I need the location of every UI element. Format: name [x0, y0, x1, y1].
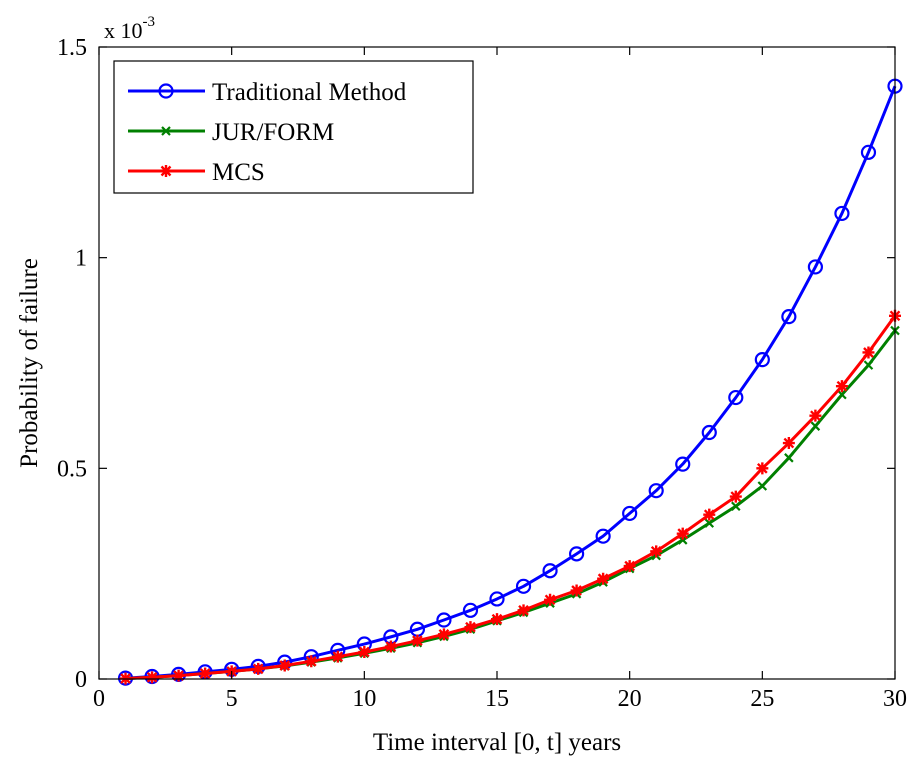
data-point-mcs-18 — [570, 584, 583, 597]
legend-label-mcs: MCS — [212, 159, 265, 186]
data-point-mcs-14 — [464, 621, 477, 634]
tick-layer: 0 5 10 15 20 25 30 0 0.5 1 1.5 — [57, 35, 907, 712]
data-point-traditional-method-29 — [860, 144, 877, 160]
data-point-traditional-method-26 — [781, 309, 797, 325]
data-point-traditional-method-18 — [568, 546, 585, 562]
x-tick-label-5: 5 — [226, 686, 238, 712]
y-tick-label-1: 1 — [75, 246, 87, 272]
data-point-jur-form-24 — [731, 501, 741, 512]
data-point-mcs-21 — [650, 545, 663, 558]
y-axis-label: Probability of failure — [16, 258, 43, 468]
data-point-mcs-28 — [835, 380, 848, 393]
data-point-mcs-25 — [756, 462, 769, 475]
data-point-mcs-23 — [703, 508, 716, 521]
data-point-mcs-2 — [146, 671, 159, 684]
data-point-mcs-8 — [305, 655, 318, 668]
data-point-jur-form-29 — [863, 360, 874, 370]
legend-marker-traditional-method — [158, 83, 174, 99]
y-tick-label-0.5: 0.5 — [57, 456, 87, 482]
data-point-mcs-11 — [384, 640, 397, 653]
data-point-traditional-method-28 — [834, 205, 850, 222]
data-point-mcs-15 — [491, 613, 503, 626]
data-point-mcs-29 — [862, 346, 875, 359]
legend-marker-jur-form — [161, 126, 171, 136]
y-tick-label-0: 0 — [75, 667, 87, 693]
y-multiplier-base: x 10 — [104, 18, 143, 43]
series-mcs — [119, 309, 901, 685]
x-tick-label-10: 10 — [352, 686, 376, 712]
legend-label-jur-form: JUR/FORM — [212, 119, 334, 146]
data-point-traditional-method-14 — [462, 602, 479, 618]
y-tick-label-1.5: 1.5 — [57, 35, 87, 61]
data-point-traditional-method-17 — [542, 563, 558, 579]
data-point-jur-form-28 — [837, 389, 847, 400]
data-point-traditional-method-24 — [728, 389, 744, 406]
data-point-mcs-4 — [199, 667, 212, 680]
data-point-jur-form-23 — [704, 518, 715, 528]
data-point-traditional-method-13 — [436, 612, 452, 628]
x-axis-label: Time interval [0, t] years — [373, 729, 621, 756]
data-point-jur-form-27 — [810, 421, 821, 431]
legend-entry-jur-form: JUR/FORM — [128, 119, 334, 146]
x-tick-label-20: 20 — [618, 686, 642, 712]
x-tick-label-0: 0 — [93, 686, 105, 712]
legend-entry-traditional-method: Traditional Method — [128, 79, 407, 106]
data-point-traditional-method-25 — [754, 352, 770, 368]
x-tick-label-30: 30 — [883, 686, 907, 712]
data-point-mcs-9 — [331, 650, 344, 663]
data-point-traditional-method-19 — [595, 528, 611, 544]
series-traditional-method — [117, 78, 903, 686]
data-point-traditional-method-22 — [675, 456, 691, 472]
data-point-traditional-method-21 — [648, 483, 664, 499]
legend-label-traditional-method: Traditional Method — [212, 79, 407, 106]
data-point-traditional-method-23 — [701, 424, 717, 441]
data-point-mcs-16 — [517, 604, 530, 617]
data-point-traditional-method-15 — [489, 591, 505, 607]
data-point-traditional-method-27 — [807, 259, 824, 275]
data-point-mcs-20 — [623, 560, 636, 573]
data-point-mcs-6 — [252, 662, 265, 675]
data-point-traditional-method-20 — [622, 505, 638, 522]
data-point-mcs-12 — [411, 634, 424, 647]
data-point-mcs-10 — [358, 646, 371, 659]
legend-entries: Traditional Method JUR/FORM MCS — [128, 79, 407, 186]
data-point-mcs-13 — [437, 628, 450, 641]
data-point-jur-form-25 — [757, 481, 768, 491]
legend-entry-mcs: MCS — [128, 159, 265, 186]
y-multiplier-exponent: -3 — [143, 14, 156, 30]
series-layer — [117, 78, 903, 686]
y-multiplier-label: x 10-3 — [104, 14, 155, 43]
data-point-traditional-method-16 — [515, 578, 532, 594]
x-tick-label-25: 25 — [750, 686, 774, 712]
data-point-mcs-17 — [544, 593, 557, 606]
data-point-mcs-26 — [782, 437, 795, 450]
data-point-mcs-3 — [172, 669, 185, 682]
data-point-mcs-24 — [729, 490, 742, 503]
legend: Traditional Method JUR/FORM MCS — [113, 60, 474, 194]
legend-marker-mcs — [160, 165, 172, 177]
data-point-jur-form-26 — [784, 453, 794, 463]
data-point-mcs-22 — [676, 527, 689, 540]
data-point-mcs-19 — [597, 572, 610, 585]
data-point-mcs-7 — [278, 659, 291, 672]
series-line-traditional-method — [125, 85, 897, 680]
data-point-mcs-27 — [809, 409, 822, 422]
x-tick-label-15: 15 — [485, 686, 509, 712]
